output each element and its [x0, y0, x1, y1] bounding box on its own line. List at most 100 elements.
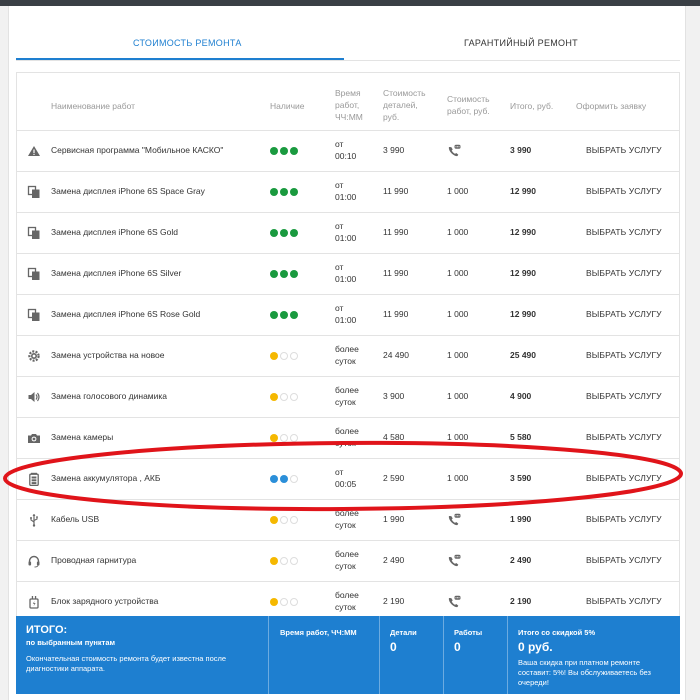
tab-warranty-repair[interactable]: ГАРАНТИЙНЫЙ РЕМОНТ	[464, 38, 578, 48]
warning-triangle-icon	[27, 144, 41, 158]
summary-subtitle: по выбранным пунктам	[26, 638, 116, 647]
summary-note: Окончательная стоимость ремонта будет из…	[26, 654, 227, 673]
select-service-button[interactable]: ВЫБРАТЬ УСЛУГУ	[586, 514, 662, 524]
availability-dot-filled	[290, 311, 298, 319]
tab-repair-cost[interactable]: СТОИМОСТЬ РЕМОНТА	[133, 38, 242, 48]
availability-dot-empty	[280, 598, 288, 606]
summary-footer: ИТОГО: по выбранным пунктам Окончательна…	[16, 616, 680, 694]
battery-icon	[27, 472, 41, 487]
select-service-button[interactable]: ВЫБРАТЬ УСЛУГУ	[586, 145, 662, 155]
footer-divider	[268, 616, 269, 694]
work-time: от 01:00	[335, 180, 357, 202]
select-service-button[interactable]: ВЫБРАТЬ УСЛУГУ	[586, 309, 662, 319]
display-icon	[27, 226, 41, 240]
select-service-button[interactable]: ВЫБРАТЬ УСЛУГУ	[586, 391, 662, 401]
work-time: от 00:10	[335, 139, 357, 161]
service-name: Замена голосового динамика	[51, 391, 168, 401]
work-time: более суток	[335, 508, 359, 530]
total-cost: 2 190	[510, 596, 532, 606]
phone-chat-icon[interactable]	[447, 595, 461, 609]
work-cost: 1 000	[447, 391, 469, 401]
phone-chat-icon[interactable]	[447, 144, 461, 158]
parts-cost: 4 580	[383, 432, 405, 442]
availability-dot-filled	[290, 229, 298, 237]
select-service-button[interactable]: ВЫБРАТЬ УСЛУГУ	[586, 268, 662, 278]
phone-chat-icon[interactable]	[447, 554, 461, 568]
select-service-button[interactable]: ВЫБРАТЬ УСЛУГУ	[586, 596, 662, 606]
active-tab-indicator	[16, 58, 344, 60]
availability-dot-filled	[270, 393, 278, 401]
availability-dot-empty	[280, 393, 288, 401]
total-cost: 3 590	[510, 473, 532, 483]
header-total: Итого, руб.	[510, 101, 554, 111]
availability-dot-filled	[280, 475, 288, 483]
availability-dot-empty	[290, 475, 298, 483]
parts-cost: 2 490	[383, 555, 405, 565]
availability-dot-filled	[270, 598, 278, 606]
total-cost: 25 490	[510, 350, 536, 360]
header-availability: Наличие	[270, 101, 305, 111]
service-name: Замена камеры	[51, 432, 114, 442]
table-row: Замена дисплея iPhone 6S Gold от 01:00 11 9…	[17, 213, 679, 254]
parts-cost: 3 900	[383, 391, 405, 401]
table-row: Замена устройства на новое более суток 24 4…	[17, 336, 679, 377]
select-service-button[interactable]: ВЫБРАТЬ УСЛУГУ	[586, 473, 662, 483]
work-time: от 01:00	[335, 221, 357, 243]
total-cost: 3 990	[510, 145, 532, 155]
table-row: Сервисная программа "Мобильное КАСКО" от 0…	[17, 131, 679, 172]
availability-indicator	[270, 557, 300, 567]
total-cost: 1 990	[510, 514, 532, 524]
select-service-button[interactable]: ВЫБРАТЬ УСЛУГУ	[586, 350, 662, 360]
work-time: от 01:00	[335, 262, 357, 284]
total-cost: 4 900	[510, 391, 532, 401]
availability-dot-filled	[270, 352, 278, 360]
availability-dot-empty	[280, 516, 288, 524]
total-cost: 5 580	[510, 432, 532, 442]
availability-dot-filled	[270, 188, 278, 196]
availability-dot-filled	[290, 270, 298, 278]
availability-dot-empty	[290, 557, 298, 565]
select-service-button[interactable]: ВЫБРАТЬ УСЛУГУ	[586, 555, 662, 565]
summary-discount-note: Ваша скидка при платном ремонте составит…	[518, 658, 652, 687]
parts-cost: 2 590	[383, 473, 405, 483]
camera-icon	[27, 431, 41, 445]
availability-indicator	[270, 352, 300, 362]
availability-indicator	[270, 188, 300, 198]
select-service-button[interactable]: ВЫБРАТЬ УСЛУГУ	[586, 186, 662, 196]
summary-parts-section: Детали 0	[390, 616, 440, 694]
summary-total-section: ИТОГО: по выбранным пунктам Окончательна…	[26, 616, 262, 694]
repair-cost-panel: СТОИМОСТЬ РЕМОНТА ГАРАНТИЙНЫЙ РЕМОНТ Наи…	[8, 6, 686, 700]
work-cost: 1 000	[447, 227, 469, 237]
service-name: Замена аккумулятора , АКБ	[51, 473, 161, 483]
select-service-button[interactable]: ВЫБРАТЬ УСЛУГУ	[586, 432, 662, 442]
headset-icon	[27, 554, 41, 568]
summary-work-label: Работы	[454, 628, 483, 637]
work-time: более суток	[335, 590, 359, 612]
work-time: от 01:00	[335, 303, 357, 325]
availability-dot-filled	[290, 147, 298, 155]
phone-chat-icon[interactable]	[447, 513, 461, 527]
availability-dot-filled	[270, 557, 278, 565]
select-service-button[interactable]: ВЫБРАТЬ УСЛУГУ	[586, 227, 662, 237]
parts-cost: 24 490	[383, 350, 409, 360]
summary-time-section: Время работ, ЧЧ:ММ	[280, 616, 380, 694]
work-cost: 1 000	[447, 186, 469, 196]
availability-dot-empty	[290, 434, 298, 442]
work-time: от 00:05	[335, 467, 357, 489]
availability-dot-filled	[270, 475, 278, 483]
work-cost: 1 000	[447, 309, 469, 319]
header-order: Оформить заявку	[576, 101, 647, 111]
parts-cost: 3 990	[383, 145, 405, 155]
header-name: Наименование работ	[51, 101, 136, 111]
availability-indicator	[270, 434, 300, 444]
work-cost: 1 000	[447, 473, 469, 483]
table-row: Проводная гарнитура более суток 2 490 2 490 В…	[17, 541, 679, 582]
display-icon	[27, 267, 41, 281]
services-table: Наименование работ Наличие Время работ, …	[16, 72, 680, 623]
parts-cost: 11 990	[383, 227, 409, 237]
parts-cost: 11 990	[383, 309, 409, 319]
availability-dot-empty	[280, 434, 288, 442]
total-cost: 12 990	[510, 268, 536, 278]
availability-dot-empty	[280, 557, 288, 565]
availability-dot-filled	[280, 229, 288, 237]
